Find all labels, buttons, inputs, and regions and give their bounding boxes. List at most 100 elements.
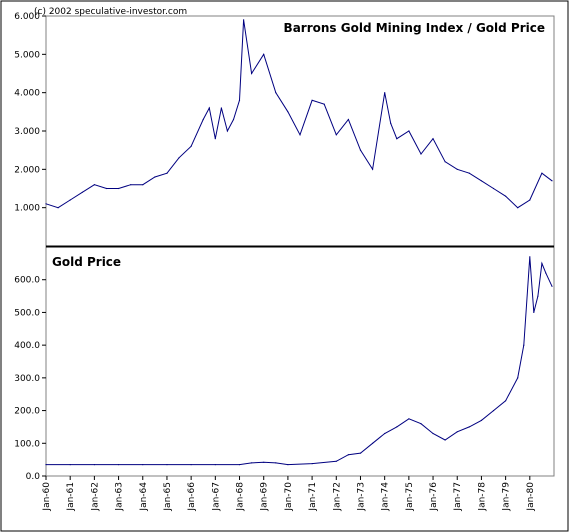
top-panel-frame — [45, 15, 555, 247]
top-data-point — [468, 172, 470, 174]
top-data-point — [243, 19, 245, 21]
x-tick-label: Jan-71 — [308, 482, 318, 512]
bottom-data-point — [533, 311, 535, 313]
x-tick-label: Jan-67 — [211, 482, 221, 512]
top-y-tick-label: 5.000 — [14, 50, 40, 60]
top-data-point — [492, 187, 495, 190]
x-tick-label: Jan-69 — [260, 482, 270, 512]
top-data-point — [81, 191, 83, 193]
bottom-data-point — [523, 344, 525, 346]
top-data-point — [202, 118, 204, 121]
top-data-point — [372, 168, 374, 170]
top-data-point — [118, 187, 120, 190]
top-data-point — [105, 187, 108, 190]
top-data-point — [232, 118, 235, 121]
bottom-data-point — [396, 426, 398, 428]
bottom-panel-frame — [45, 246, 555, 477]
x-tick-label: Jan-73 — [356, 482, 366, 512]
x-tick-label: Jan-77 — [453, 482, 463, 512]
top-data-point — [93, 184, 95, 186]
x-tick-label: Jan-63 — [115, 482, 125, 512]
bottom-data-point — [93, 464, 95, 466]
bottom-data-point — [408, 418, 410, 420]
bottom-data-point — [492, 410, 495, 412]
top-data-point — [57, 207, 59, 209]
bottom-data-point — [480, 419, 482, 421]
bottom-data-point — [537, 295, 539, 297]
bottom-panel-title: Gold Price — [52, 255, 121, 269]
top-data-point — [142, 184, 144, 186]
top-y-tick-label: 2.000 — [14, 165, 40, 175]
x-tick-label: Jan-79 — [502, 482, 512, 512]
bottom-y-axis: 0.0 100.0 200.0 300.0 400.0 500.0 600.0 — [14, 276, 46, 482]
bottom-data-point — [142, 464, 144, 466]
bottom-y-tick-label: 600.0 — [14, 276, 40, 286]
bottom-data-point — [287, 464, 289, 466]
bottom-y-tick-label: 300.0 — [14, 374, 40, 384]
top-data-point — [166, 172, 168, 174]
bottom-data-point — [551, 285, 553, 287]
top-data-point — [238, 99, 241, 101]
bottom-data-point — [432, 432, 434, 435]
top-data-point — [505, 195, 507, 197]
x-tick-label: Jan-60 — [42, 482, 52, 512]
x-tick-label: Jan-78 — [477, 482, 487, 512]
bottom-data-point — [359, 452, 362, 454]
top-data-point — [396, 138, 398, 140]
top-data-point — [323, 103, 325, 105]
x-tick-label: Jan-76 — [429, 482, 439, 512]
bottom-data-point — [444, 439, 446, 441]
x-tick-label: Jan-70 — [284, 482, 294, 512]
top-series-group — [45, 19, 553, 209]
bottom-y-tick-label: 100.0 — [14, 439, 40, 449]
bottom-data-point — [529, 256, 531, 258]
top-data-point — [69, 199, 71, 201]
bottom-data-point — [420, 423, 422, 425]
top-data-point — [130, 184, 132, 186]
top-data-point — [347, 118, 349, 121]
bottom-data-point — [118, 464, 120, 466]
x-tick-label: Jan-66 — [187, 482, 197, 512]
top-data-point — [263, 53, 265, 55]
top-data-point — [287, 111, 289, 113]
x-axis: Jan-60 Jan-61 Jan-62 Jan-63 Jan-64 Jan-65 Jan-… — [42, 476, 536, 512]
bottom-data-point — [468, 426, 470, 428]
bottom-data-point — [456, 431, 458, 433]
top-y-tick-label: 4.000 — [14, 89, 40, 99]
top-data-point — [444, 161, 446, 163]
top-data-point — [226, 130, 228, 132]
top-data-point — [335, 134, 337, 136]
top-series-line — [45, 19, 553, 209]
bottom-data-point — [214, 464, 216, 466]
top-data-point — [178, 157, 180, 159]
top-data-point — [275, 92, 277, 94]
top-data-point — [45, 203, 47, 205]
top-data-point — [359, 149, 362, 151]
top-data-point — [208, 107, 210, 109]
bottom-data-point — [251, 462, 253, 464]
copyright-text: (c) 2002 speculative-investor.com — [34, 7, 187, 17]
bottom-y-tick-label: 400.0 — [14, 341, 40, 351]
x-tick-label: Jan-72 — [332, 482, 342, 512]
bottom-data-point — [190, 464, 192, 466]
top-y-tick-label: 3.000 — [14, 127, 40, 137]
top-data-point — [541, 172, 543, 174]
top-data-point — [529, 199, 531, 201]
top-panel-title: Barrons Gold Mining Index / Gold Price — [284, 21, 545, 35]
x-tick-label: Jan-80 — [526, 482, 536, 512]
top-data-point — [408, 130, 410, 132]
top-data-point — [311, 99, 313, 101]
top-data-point — [551, 180, 553, 182]
x-tick-label: Jan-65 — [163, 482, 173, 512]
bottom-data-point — [238, 464, 241, 466]
bottom-data-point — [505, 400, 507, 402]
top-data-point — [517, 207, 519, 209]
top-y-tick-label: 6.000 — [14, 12, 40, 22]
top-data-point — [220, 107, 222, 109]
top-data-point — [251, 72, 253, 75]
top-y-tick-label: 1.000 — [14, 204, 40, 214]
bottom-y-tick-label: 200.0 — [14, 407, 40, 417]
top-data-point — [480, 180, 482, 182]
